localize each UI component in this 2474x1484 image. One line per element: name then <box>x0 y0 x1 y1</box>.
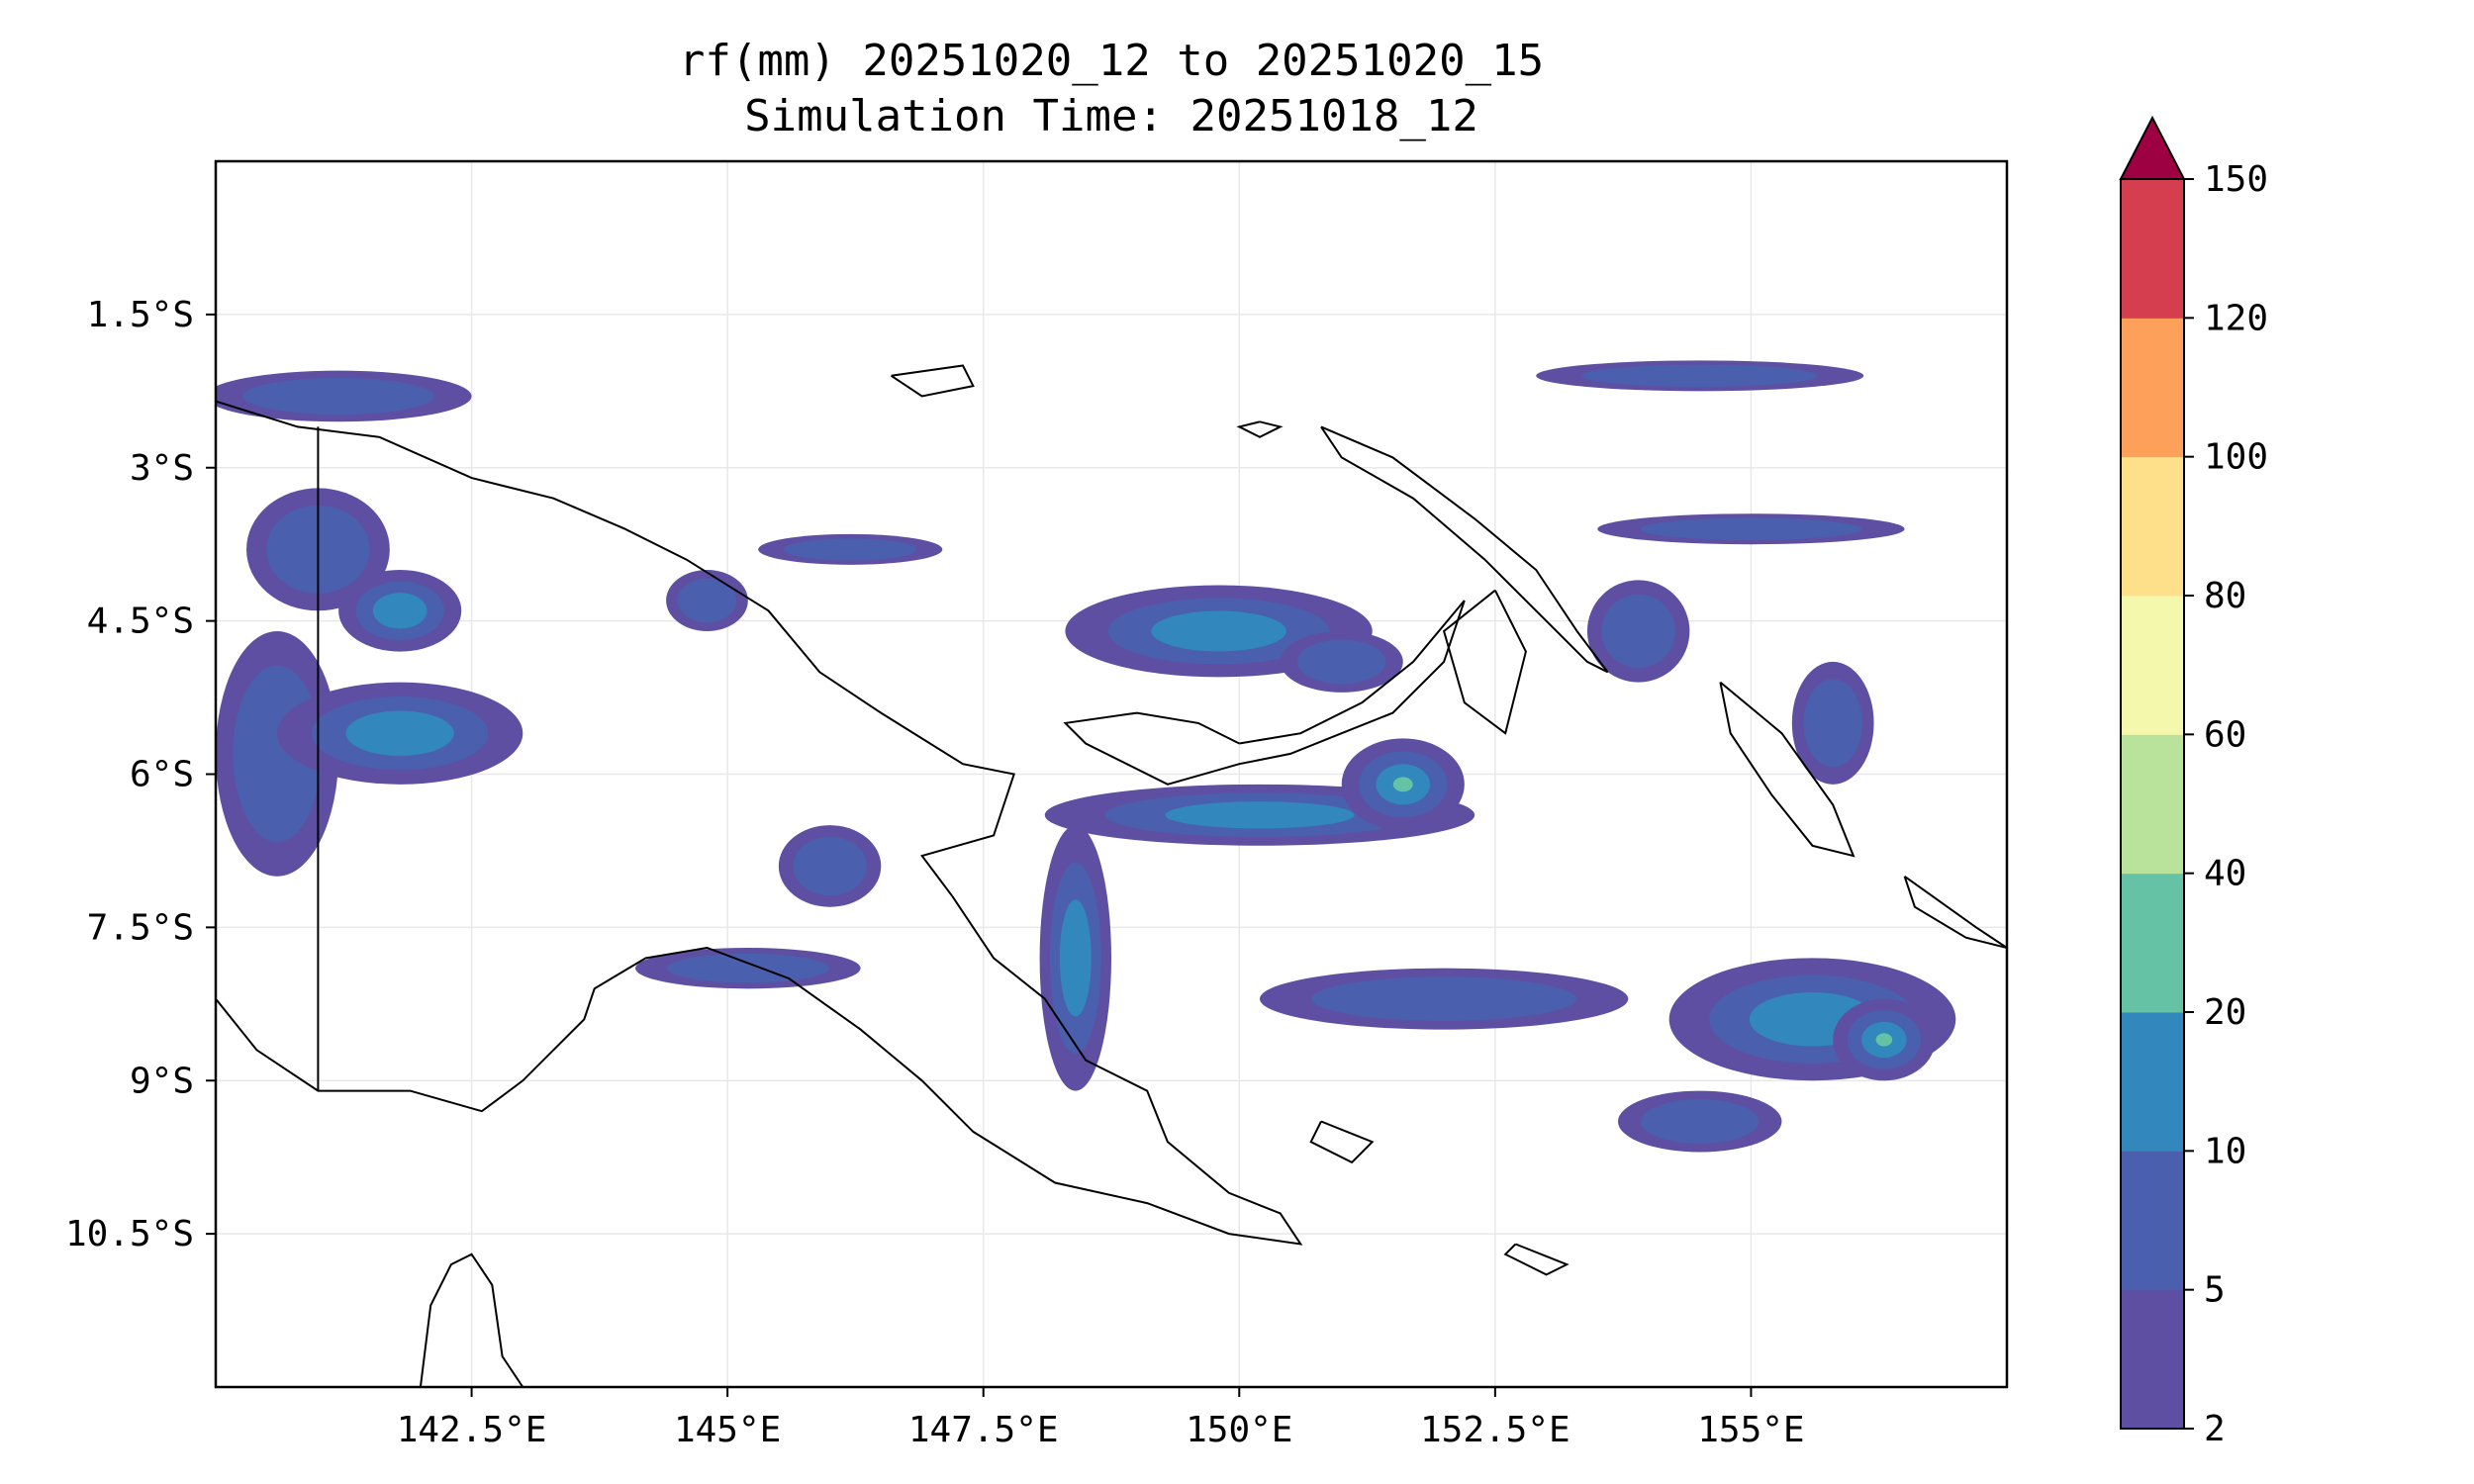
longitude-ticks: 142.5°E 145°E 147.5°E 150°E 152.5°E 155°E <box>397 1387 1805 1450</box>
rain-contour <box>793 836 867 896</box>
map-title-line-2: Simulation Time: 20251018_12 <box>744 91 1478 141</box>
coastline <box>1320 425 1609 674</box>
rain-contour <box>784 538 917 561</box>
rain-contour <box>1875 1033 1893 1047</box>
colorbar-segment <box>2121 179 2184 319</box>
colorbar-segment <box>2121 734 2184 875</box>
rain-contour <box>345 710 454 756</box>
rain-contour <box>1297 639 1386 685</box>
colorbar-tick-label: 80 <box>2204 576 2246 616</box>
x-tick-label: 145°E <box>674 1410 781 1450</box>
rain-contour <box>1803 679 1862 768</box>
coastline <box>1442 589 1527 735</box>
rain-contour <box>1151 610 1286 652</box>
colorbar-segment <box>2121 456 2184 597</box>
x-tick-label: 142.5°E <box>397 1410 547 1450</box>
rain-contour <box>677 578 737 623</box>
latitude-ticks: 1.5°S 3°S 4.5°S 6°S 7.5°S 9°S 10.5°S <box>65 295 216 1254</box>
rain-contour <box>1311 976 1577 1021</box>
colorbar-tick-label: 150 <box>2204 159 2268 200</box>
colorbar-segment <box>2121 1151 2184 1291</box>
rain-contour <box>1581 364 1818 387</box>
coastline <box>216 400 1303 1246</box>
colorbar-extend-arrow <box>2119 115 2186 180</box>
colorbar-segment <box>2121 1289 2184 1430</box>
colorbar-segment <box>2121 1012 2184 1152</box>
colorbar-tick-label: 120 <box>2204 298 2268 338</box>
map-title-line-1: rf(mm) 20251020_12 to 20251020_15 <box>678 36 1545 86</box>
colorbar-tick-label: 40 <box>2204 854 2246 894</box>
coastline <box>1503 1243 1570 1276</box>
colorbar-tick-label: 2 <box>2204 1409 2226 1449</box>
rain-contour <box>1165 801 1355 829</box>
colorbar-tick-label: 100 <box>2204 437 2268 478</box>
y-tick-label: 6°S <box>130 755 194 795</box>
y-tick-label: 10.5°S <box>65 1214 194 1254</box>
colorbar-frame <box>2120 178 2185 1430</box>
coastline <box>1719 681 1856 858</box>
colorbar-segment <box>2121 596 2184 735</box>
rain-contour <box>1640 517 1862 540</box>
rain-contour <box>372 593 428 629</box>
coastline <box>1309 1120 1375 1164</box>
colorbar-segment <box>2121 873 2184 1013</box>
rain-contour <box>1059 899 1092 1017</box>
colorbar-tick-label: 60 <box>2204 714 2246 755</box>
rain-contour <box>1601 594 1675 669</box>
map-gridlines <box>216 161 2007 1387</box>
coastline <box>419 1252 524 1387</box>
colorbar-segment <box>2121 318 2184 458</box>
coastline <box>1236 420 1284 438</box>
colorbar: 2 5 10 20 40 60 80 100 120 150 <box>2119 115 2268 1449</box>
colorbar-tick-label: 10 <box>2204 1131 2246 1171</box>
y-tick-label: 9°S <box>130 1061 194 1101</box>
rainfall-contours <box>216 360 1956 1153</box>
y-tick-label: 4.5°S <box>87 602 194 642</box>
y-tick-label: 3°S <box>130 448 194 489</box>
rain-contour <box>1641 1099 1760 1144</box>
rain-contour <box>242 377 434 416</box>
x-tick-label: 152.5°E <box>1420 1410 1570 1450</box>
coastline <box>891 364 975 398</box>
x-tick-label: 150°E <box>1186 1410 1292 1450</box>
rain-contour <box>666 953 829 983</box>
coastline <box>1063 600 1466 786</box>
coastline <box>1903 875 2007 949</box>
y-tick-label: 7.5°S <box>87 907 194 948</box>
coastlines <box>216 364 2007 1387</box>
rain-contour <box>1392 777 1413 792</box>
x-tick-label: 147.5°E <box>908 1410 1059 1450</box>
colorbar-tick-label: 20 <box>2204 992 2246 1033</box>
y-tick-label: 1.5°S <box>87 295 194 335</box>
x-tick-label: 155°E <box>1697 1410 1804 1450</box>
colorbar-tick-label: 5 <box>2204 1270 2226 1311</box>
